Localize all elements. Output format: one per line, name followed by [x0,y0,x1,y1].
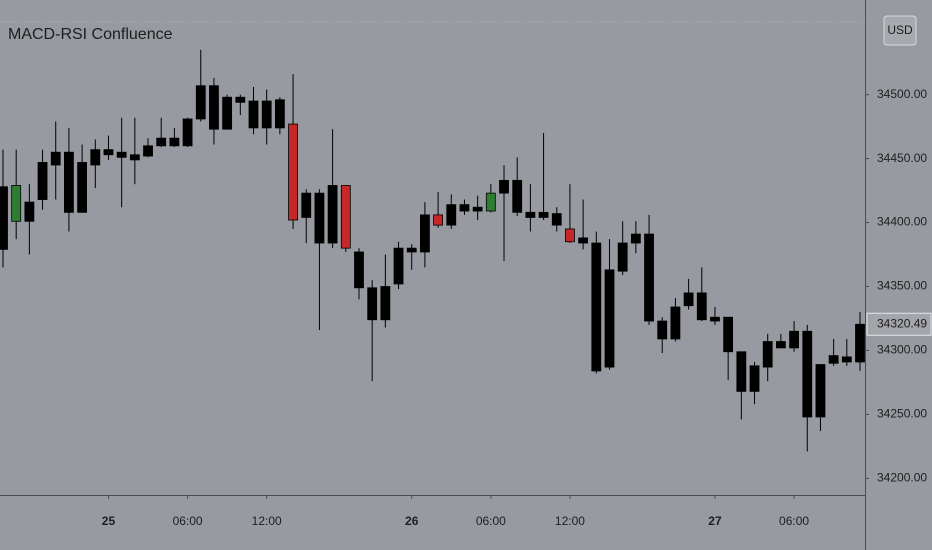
candle-body [406,247,417,253]
candle-body [446,204,457,226]
candle-body [50,151,61,166]
candle-body [499,179,509,194]
x-tick-label: 06:00 [779,514,809,528]
candle-body [37,162,48,200]
candle-body [103,149,114,156]
candle-body [393,247,404,285]
chart-title: MACD-RSI Confluence [8,26,173,43]
candle-body [841,356,852,363]
candle-body [696,292,707,321]
candle-body [802,330,813,418]
candle-body [24,201,35,222]
candle-body [855,323,865,363]
candle-body [723,316,734,353]
candle-body [380,286,391,321]
candle-body [683,292,694,307]
candle-body [420,214,430,253]
candle-body [565,228,575,243]
y-tick-label: 34300.00 [877,343,927,357]
candle-body [789,330,799,349]
x-tick-label: 25 [102,514,116,528]
y-tick-label: 34350.00 [877,279,927,293]
candle-body [710,316,720,322]
candle-body [578,237,589,244]
candle-body [525,211,536,218]
candle-body [815,364,826,418]
candle-body [90,149,101,166]
candle-body [314,192,325,244]
candle-body [156,137,167,147]
candle-body [472,206,483,212]
candle-body [604,269,615,368]
candle-body [0,186,8,250]
candle-body [235,96,246,103]
candle-body [485,192,496,212]
candle-body [222,96,233,130]
candle-body [828,355,839,364]
candle-body [169,137,180,147]
candle-body [512,179,523,213]
candle-body [459,204,470,212]
candle-body [762,341,773,368]
x-tick-label: 26 [405,514,419,528]
candle-body [617,242,628,272]
candle-body [367,287,378,321]
y-tick-label: 34200.00 [877,471,927,485]
x-tick-label: 12:00 [555,514,585,528]
y-tick-label: 34400.00 [877,215,927,229]
candle-body [11,185,22,222]
currency-label[interactable]: USD [887,23,913,37]
candle-body [64,151,74,213]
candle-body [630,233,641,244]
x-tick-label: 27 [708,514,722,528]
candle-body [657,320,668,340]
candle-body [261,100,272,129]
candle-body [129,154,140,161]
candle-body [143,145,153,157]
candle-body [354,251,364,289]
y-tick-label: 34450.00 [877,151,927,165]
currency-button[interactable] [883,15,917,46]
candle-body [551,213,562,226]
y-tick-label: 34250.00 [877,407,927,421]
candle-body [327,185,338,244]
candle-body [749,365,760,392]
candle-body [195,85,206,120]
last-price-label: 34320.49 [877,316,927,330]
candle-body [209,85,219,130]
x-tick-label: 12:00 [252,514,282,528]
candle-body [248,100,259,129]
candle-body [775,341,786,349]
candle-body [340,185,351,249]
candle-body [538,211,549,218]
candle-body [274,99,285,129]
candle-body [736,351,747,392]
last-price-box [866,312,932,336]
candle-body [591,242,602,372]
candle-body [670,306,681,340]
candle-body [116,151,127,158]
x-tick-label: 06:00 [173,514,203,528]
x-tick-label: 06:00 [476,514,506,528]
candle-body [288,123,298,221]
plot [0,49,865,452]
candle-body [301,192,312,218]
candle-body [182,118,193,147]
candle-body [433,214,443,226]
candle-body [644,233,654,322]
y-tick-label: 34500.00 [877,87,927,101]
candle-body [77,162,88,213]
